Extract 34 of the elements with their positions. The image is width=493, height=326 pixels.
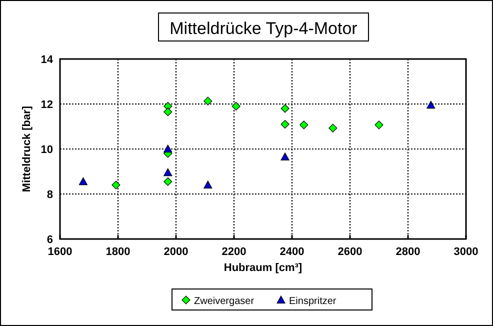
point [112, 180, 120, 190]
point [164, 177, 172, 186]
point [204, 180, 212, 188]
point [164, 144, 172, 152]
point [232, 102, 240, 111]
point [300, 120, 308, 130]
point [204, 96, 212, 106]
legend-label: Einspritzer [289, 296, 337, 307]
x-tick-label: 2400 [280, 246, 304, 258]
x-tick-label: 2600 [338, 246, 362, 258]
point [280, 120, 290, 129]
x-tick-label: 2800 [396, 246, 420, 258]
y-tick-label: 8 [46, 189, 53, 201]
chart-title: Mitteldrücke Typ-4-Motor [170, 19, 358, 38]
y-tick-label: 14 [40, 54, 54, 66]
point [78, 177, 88, 186]
x-axis-title: Hubraum [cm³] [224, 262, 302, 274]
y-axis-title: Mitteldruck [bar] [21, 106, 33, 192]
point [280, 104, 290, 113]
y-tick-label: 10 [40, 144, 53, 156]
point [164, 168, 172, 176]
point [426, 100, 436, 109]
y-tick-label: 12 [40, 99, 53, 111]
x-tick-label: 3000 [454, 246, 478, 258]
y-tick-label: 6 [46, 234, 53, 246]
x-tick-label: 2000 [164, 246, 188, 258]
point [374, 120, 384, 130]
point [164, 108, 172, 116]
x-tick-label: 1600 [48, 246, 72, 258]
point [280, 152, 290, 160]
point [328, 124, 338, 132]
legend-label: Zweivergaser [194, 296, 255, 307]
x-tick-label: 2200 [222, 246, 246, 258]
x-tick-label: 1800 [106, 246, 130, 258]
